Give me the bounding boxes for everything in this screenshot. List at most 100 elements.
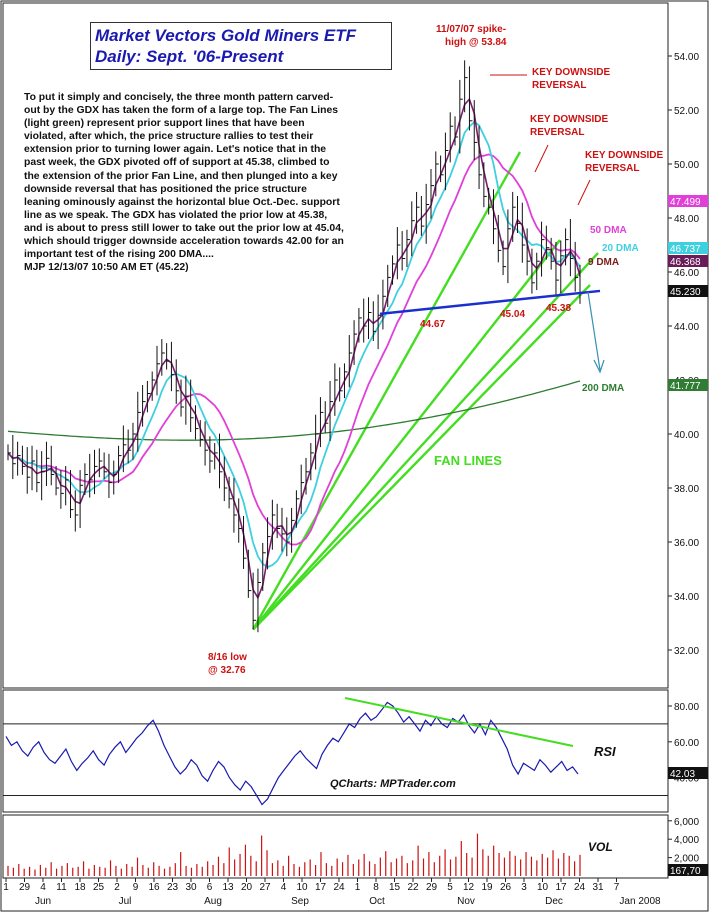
- price-tick-label: 46.00: [674, 268, 699, 279]
- rsi-last-value: 42.03: [670, 769, 695, 780]
- volume-last-value: 167,70: [670, 866, 701, 877]
- x-month-label: Nov: [457, 896, 475, 907]
- volume-last-tag: [668, 864, 708, 876]
- price-tick-label: 52.00: [674, 106, 699, 117]
- price-annotations: 11/07/07 spike-high @ 53.84 8/16 low @ 32.…: [208, 24, 663, 676]
- price-tag-box: [668, 379, 708, 391]
- price-tick-label: 40.00: [674, 430, 699, 441]
- dma-200-line: [7, 380, 581, 441]
- price-tick-label: 50.00: [674, 160, 699, 171]
- watermark: QCharts: MPTrader.com: [330, 778, 456, 790]
- oct-dec-support-line: [379, 289, 601, 316]
- x-tick-label: 3: [521, 882, 527, 893]
- reversal-label: REVERSAL: [532, 80, 586, 91]
- x-tick-label: 27: [259, 882, 271, 893]
- chart-subtitle: Daily: Sept. '06-Present: [95, 47, 284, 66]
- x-tick-label: 2: [114, 882, 120, 893]
- volume-label: VOL: [588, 840, 613, 854]
- price-tag-label: 47.499: [670, 197, 701, 208]
- x-tick-label: 18: [74, 882, 86, 893]
- rsi-last-tag: [668, 767, 708, 779]
- x-tick-label: 19: [481, 882, 493, 893]
- rsi-tick-label: 40.00: [674, 774, 699, 785]
- x-tick-label: 29: [19, 882, 31, 893]
- x-tick-label: 31: [592, 882, 604, 893]
- x-month-label: Jul: [119, 896, 132, 907]
- support-label: 45.04: [500, 309, 525, 320]
- price-tag-label: 41.777: [670, 381, 701, 392]
- volume-plot: VOL 167,70: [7, 833, 708, 877]
- support-line: [379, 289, 605, 374]
- volume-tick-label: 4,000: [674, 835, 699, 846]
- x-tick-label: 24: [574, 882, 586, 893]
- volume-tick-label: 2,000: [674, 854, 699, 865]
- price-tick-label: 54.00: [674, 52, 699, 63]
- x-tick-label: 23: [167, 882, 179, 893]
- price-tags: 47.499 46.737 46.368 45.230 41.777: [668, 195, 708, 392]
- price-tick-label: 36.00: [674, 538, 699, 549]
- x-month-label: Jan 2008: [619, 896, 661, 907]
- commentary-signature: MJP 12/13/07 10:50 AM ET (45.22): [24, 262, 189, 274]
- rsi-line: [5, 701, 579, 806]
- x-tick-label: 1: [3, 882, 9, 893]
- support-label: 44.67: [420, 319, 445, 330]
- price-tag-label: 45.230: [670, 287, 701, 298]
- price-bars: [7, 60, 583, 633]
- commentary-text: To put it simply and concisely, the thre…: [24, 92, 344, 261]
- price-tick-label: 44.00: [674, 322, 699, 333]
- x-month-label: Sep: [291, 896, 309, 907]
- x-tick-label: 12: [463, 882, 475, 893]
- x-tick-label: 30: [185, 882, 197, 893]
- reversal-pointer: [534, 144, 549, 173]
- fan-line: [252, 151, 522, 631]
- x-tick-label: 10: [296, 882, 308, 893]
- x-tick-label: 11: [56, 882, 67, 893]
- dma-20-label: 20 DMA: [602, 243, 639, 254]
- fan-line: [252, 284, 591, 631]
- dma-200-label: 200 DMA: [582, 383, 624, 394]
- moving-averages: [7, 97, 581, 600]
- fan-lines-label: FAN LINES: [434, 453, 502, 468]
- reversal-label: REVERSAL: [585, 163, 639, 174]
- reversal-pointer: [577, 179, 591, 206]
- price-tag-box: [668, 195, 708, 207]
- reversal-label: KEY DOWNSIDE: [530, 114, 608, 125]
- volume-panel-frame: [2, 814, 669, 879]
- x-tick-label: 4: [40, 882, 46, 893]
- x-tick-label: 6: [207, 882, 213, 893]
- x-tick-label: 26: [500, 882, 512, 893]
- price-tag-box: [668, 285, 708, 297]
- chart-title-box: Market Vectors Gold Miners ETF Daily: Se…: [90, 22, 392, 70]
- rsi-trendline: [344, 697, 574, 747]
- reversal-label: KEY DOWNSIDE: [585, 150, 663, 161]
- x-tick-label: 25: [93, 882, 105, 893]
- price-tick-label: 34.00: [674, 592, 699, 603]
- price-tag-label: 46.737: [670, 244, 701, 255]
- price-tag-box: [668, 255, 708, 267]
- x-month-label: Jun: [35, 896, 51, 907]
- volume-tick-label: 6,000: [674, 817, 699, 828]
- rsi-panel-frame: [2, 689, 669, 813]
- x-tick-label: 8: [373, 882, 379, 893]
- commentary-block: To put it simply and concisely, the thre…: [24, 91, 344, 274]
- x-tick-label: 16: [148, 882, 160, 893]
- fan-line: [252, 239, 561, 631]
- price-tick-label: 32.00: [674, 646, 699, 657]
- spike-high-value: high @ 53.84: [445, 37, 507, 48]
- price-tag-label: 46.368: [670, 257, 701, 268]
- price-y-axis: 54.0052.0050.0048.0046.0044.0042.0040.00…: [668, 52, 699, 657]
- x-tick-label: 5: [447, 882, 453, 893]
- x-tick-label: 20: [241, 882, 253, 893]
- x-month-label: Oct: [369, 896, 385, 907]
- projection-arrow: [587, 291, 601, 371]
- dma-9-line: [7, 97, 581, 600]
- price-tick-label: 48.00: [674, 214, 699, 225]
- volume-y-axis: 6,000 4,000 2,000: [668, 817, 699, 865]
- price-tick-label: 38.00: [674, 484, 699, 495]
- x-month-label: Aug: [204, 896, 222, 907]
- spike-high-label: 11/07/07 spike-: [436, 24, 506, 35]
- dma-50-label: 50 DMA: [590, 225, 627, 236]
- x-tick-label: 29: [426, 882, 438, 893]
